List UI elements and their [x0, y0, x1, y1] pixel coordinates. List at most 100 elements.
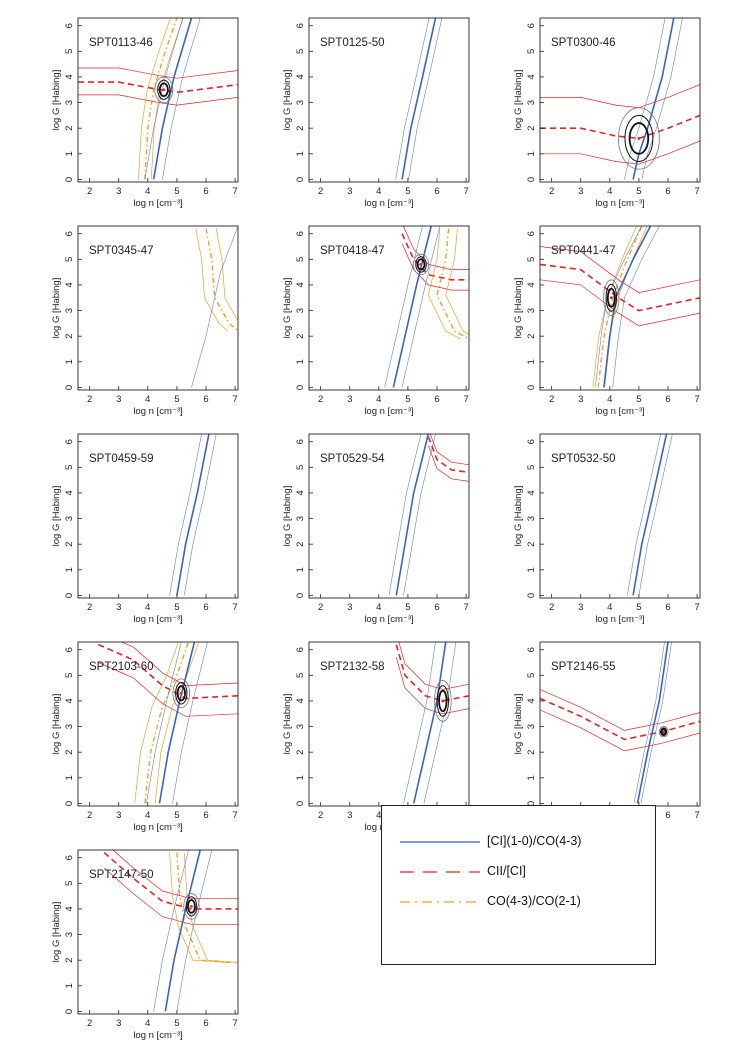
- plot-area: [78, 18, 238, 180]
- x-axis-title: log n [cm⁻³]: [364, 198, 413, 209]
- best-fit-point: [441, 699, 445, 703]
- x-tick-label: 7: [232, 1018, 237, 1029]
- red-contour-upper: [112, 850, 238, 900]
- y-tick-label: 6: [526, 647, 537, 652]
- y-tick-label: 1: [295, 359, 306, 364]
- orange-dashdot-line: [436, 228, 469, 340]
- y-tick-label: 0: [295, 593, 306, 598]
- x-tick-label: 3: [116, 810, 121, 821]
- panel-spt0300-46: 2 3 4 5 6 7 0 1 2 3 4 5 6 log n [cm⁻³] log G [Habing] S…: [513, 17, 701, 209]
- x-tick-label: 4: [145, 602, 150, 613]
- y-tick-label: 6: [526, 439, 537, 444]
- plot-area: [388, 434, 469, 596]
- best-fit-point: [637, 137, 641, 140]
- y-tick-label: 4: [64, 906, 75, 911]
- likelihood-contour-inner: [438, 689, 448, 713]
- x-tick-label: 4: [145, 394, 150, 405]
- y-tick-label: 2: [295, 126, 306, 131]
- y-axis-title: log G [Habing]: [51, 486, 62, 547]
- panel-title: SPT2147-50: [89, 869, 154, 881]
- x-tick-label: 3: [347, 602, 352, 613]
- blue-contour-right: [612, 226, 660, 388]
- y-tick-label: 1: [295, 151, 306, 156]
- red-contour-lower: [395, 657, 469, 715]
- blue-solid-line: [412, 642, 447, 804]
- y-tick-label: 2: [64, 958, 75, 963]
- y-axis-title: log G [Habing]: [513, 70, 524, 131]
- x-axis-title: log n [cm⁻³]: [595, 406, 644, 417]
- y-tick-label: 6: [295, 23, 306, 28]
- panel-spt0459-59: 2 3 4 5 6 7 0 1 2 3 4 5 6 log n [cm⁻³] log G [Habing] S…: [51, 433, 239, 625]
- red-dashed-line: [540, 114, 700, 140]
- y-tick-label: 4: [526, 74, 537, 79]
- x-tick-label: 3: [578, 186, 583, 197]
- panel-frame: [308, 17, 470, 183]
- orange-contour-right: [150, 18, 184, 180]
- x-tick-label: 2: [87, 186, 92, 197]
- y-tick-label: 1: [526, 775, 537, 780]
- y-tick-label: 4: [295, 490, 306, 495]
- blue-contour-left: [146, 642, 182, 804]
- panel-title: SPT2103-60: [89, 661, 154, 673]
- panel-title: SPT0529-54: [320, 453, 385, 465]
- y-tick-label: 3: [64, 516, 75, 521]
- panel-frame: [308, 433, 470, 599]
- plot-area: [384, 226, 469, 388]
- y-tick-label: 6: [526, 231, 537, 236]
- plot-area: [169, 434, 217, 596]
- legend-label-ci-co: [CI](1-0)/CO(4-3): [487, 834, 582, 848]
- x-tick-label: 4: [607, 186, 612, 197]
- panel-spt0529-54: 2 3 4 5 6 7 0 1 2 3 4 5 6 log n [cm⁻³] log G [Habing] S…: [282, 433, 470, 625]
- red-contour-upper: [540, 246, 700, 293]
- panel-title: SPT0418-47: [320, 245, 385, 257]
- y-tick-label: 4: [64, 74, 75, 79]
- y-tick-label: 5: [526, 465, 537, 470]
- y-tick-label: 6: [526, 23, 537, 28]
- panel-title: SPT0459-59: [89, 453, 154, 465]
- x-tick-label: 5: [636, 602, 641, 613]
- likelihood-contour-inner: [628, 122, 650, 155]
- y-tick-label: 0: [64, 593, 75, 598]
- y-axis-title: log G [Habing]: [51, 70, 62, 131]
- y-tick-label: 4: [526, 698, 537, 703]
- legend-label-co-co: CO(4-3)/CO(2-1): [487, 894, 581, 908]
- blue-contour-right: [176, 850, 213, 1012]
- y-axis-title: log G [Habing]: [282, 694, 293, 755]
- y-tick-label: 3: [64, 724, 75, 729]
- blue-contour-right: [640, 642, 672, 804]
- y-tick-label: 1: [526, 151, 537, 156]
- likelihood-contour-inner: [660, 728, 667, 736]
- plot-area: [191, 226, 238, 388]
- red-contour-upper: [78, 67, 238, 79]
- x-tick-label: 5: [405, 394, 410, 405]
- y-tick-label: 2: [526, 334, 537, 339]
- orange-dashdot-line: [144, 642, 190, 804]
- panel-frame: [308, 225, 470, 391]
- blue-solid-line: [158, 642, 196, 804]
- x-tick-label: 7: [463, 394, 468, 405]
- panel-frame: [77, 849, 239, 1015]
- panel-spt0113-46: 2 3 4 5 6 7 0 1 2 3 4 5 6 log n [cm⁻³] log G [Habing] S…: [51, 17, 239, 209]
- likelihood-contour-inner: [158, 82, 169, 98]
- x-tick-label: 6: [434, 186, 439, 197]
- x-tick-label: 4: [607, 602, 612, 613]
- x-axis-title: log n [cm⁻³]: [595, 614, 644, 625]
- likelihood-contour-inner: [187, 899, 196, 914]
- blue-contour-right: [408, 18, 443, 180]
- blue-contour-right: [162, 18, 201, 180]
- x-axis-title: log n [cm⁻³]: [133, 1030, 182, 1041]
- orange-dashdot-line: [176, 852, 238, 964]
- y-tick-label: 5: [64, 881, 75, 886]
- blue-contour-left: [144, 18, 183, 180]
- blue-contour-left: [403, 642, 436, 804]
- orange-contour-left: [195, 228, 229, 332]
- x-axis-title: log n [cm⁻³]: [595, 198, 644, 209]
- y-tick-label: 4: [64, 698, 75, 703]
- x-tick-label: 6: [203, 186, 208, 197]
- x-tick-label: 6: [203, 810, 208, 821]
- panel-spt0441-47: 2 3 4 5 6 7 0 1 2 3 4 5 6 log n [cm⁻³] log G [Habing] S…: [513, 225, 701, 417]
- red-contour-upper: [398, 642, 469, 690]
- y-tick-label: 1: [526, 567, 537, 572]
- y-tick-label: 0: [64, 1009, 75, 1014]
- x-tick-label: 4: [145, 810, 150, 821]
